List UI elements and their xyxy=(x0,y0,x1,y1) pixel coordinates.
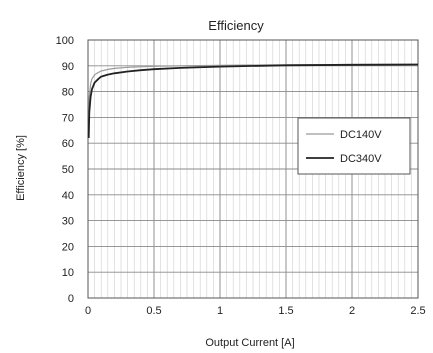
chart-title: Efficiency xyxy=(208,18,264,33)
legend-box xyxy=(297,117,411,175)
y-tick-label: 10 xyxy=(62,267,74,279)
y-tick-label: 30 xyxy=(62,216,74,228)
y-tick-label: 80 xyxy=(62,87,74,99)
legend-label-dc340v: DC340V xyxy=(340,153,382,165)
legend: DC140V DC340V xyxy=(297,117,411,175)
plot-frame xyxy=(87,39,419,299)
x-tick-label: 2 xyxy=(349,305,355,317)
y-tick-label: 0 xyxy=(68,293,74,305)
x-tick-label: 0.5 xyxy=(146,305,161,317)
y-tick-label: 60 xyxy=(62,138,74,150)
x-tick-label: 0 xyxy=(85,305,91,317)
y-tick-label: 90 xyxy=(62,61,74,73)
series-layer xyxy=(87,63,419,139)
x-tick-label: 1.5 xyxy=(278,305,293,317)
series-line-dc340v xyxy=(87,63,419,139)
y-tick-label: 100 xyxy=(56,35,74,47)
y-tick-labels: 0 10 20 30 40 50 60 70 80 90 100 xyxy=(56,35,74,305)
series-line-dc140v xyxy=(88,63,418,118)
x-axis-label: Output Current [A] xyxy=(205,337,294,349)
y-axis-label: Efficiency [%] xyxy=(15,135,27,201)
y-tick-label: 20 xyxy=(62,241,74,253)
x-tick-label: 2.5 xyxy=(410,305,425,317)
y-tick-label: 50 xyxy=(62,164,74,176)
x-tick-labels: 0 0.5 1 1.5 2 2.5 xyxy=(85,305,426,317)
y-tick-label: 40 xyxy=(62,190,74,202)
x-tick-label: 1 xyxy=(217,305,223,317)
y-tick-label: 70 xyxy=(62,112,74,124)
legend-label-dc140v: DC140V xyxy=(340,129,382,141)
grid xyxy=(88,40,418,298)
